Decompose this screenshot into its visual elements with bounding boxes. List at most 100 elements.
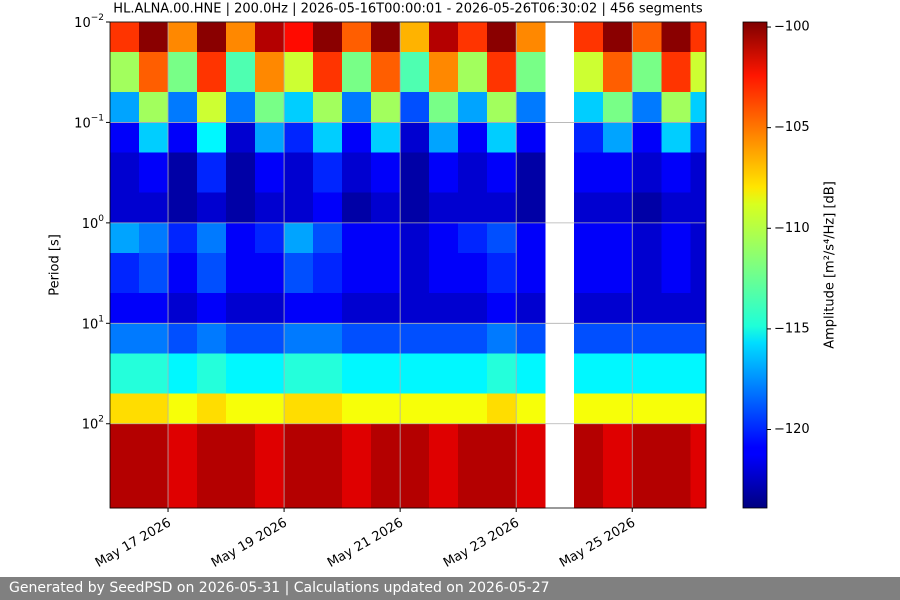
heatmap-cell	[574, 192, 604, 224]
heatmap-cell	[226, 152, 256, 194]
heatmap-cell	[661, 393, 691, 425]
heatmap-cell	[400, 353, 430, 394]
heatmap-cell	[429, 353, 459, 394]
heatmap-cell	[574, 92, 604, 123]
heatmap-cell	[516, 353, 546, 394]
heatmap-cell	[429, 192, 459, 224]
heatmap-cell	[110, 293, 140, 324]
heatmap-cell	[342, 222, 372, 254]
heatmap-cell	[661, 323, 691, 354]
heatmap-cell	[690, 192, 707, 224]
heatmap-cell	[632, 253, 662, 294]
heatmap-cell	[603, 222, 633, 254]
heatmap-cell	[110, 323, 140, 354]
heatmap-cell	[632, 293, 662, 324]
heatmap-cell	[690, 222, 707, 254]
heatmap-cell	[487, 393, 517, 425]
heatmap-cell	[400, 92, 430, 123]
y-tick-exponent: −1	[91, 113, 104, 123]
heatmap-cell	[313, 92, 343, 123]
x-tick-label: May 23 2026	[441, 516, 522, 571]
heatmap-cell	[516, 323, 546, 354]
heatmap-cell	[342, 353, 372, 394]
heatmap-cell	[168, 423, 198, 509]
heatmap-cell	[226, 222, 256, 254]
heatmap-cell	[139, 152, 169, 194]
heatmap-cell	[197, 222, 227, 254]
heatmap-cell	[197, 122, 227, 154]
heatmap-cell	[603, 323, 633, 354]
heatmap-cell	[400, 393, 430, 425]
heatmap-cell	[139, 293, 169, 324]
heatmap-cell	[429, 152, 459, 194]
heatmap-cell	[371, 92, 401, 123]
heatmap-cell	[197, 152, 227, 194]
heatmap-cell	[516, 152, 546, 194]
heatmap-cell	[168, 393, 198, 425]
heatmap-cell	[661, 222, 691, 254]
heatmap-cell	[284, 393, 314, 425]
heatmap-cell	[139, 353, 169, 394]
heatmap-cell	[284, 253, 314, 294]
heatmap-cell	[255, 393, 285, 425]
y-tick-base: 10	[82, 417, 99, 432]
heatmap-cell	[110, 353, 140, 394]
heatmap-cell	[574, 253, 604, 294]
heatmap-cell	[197, 293, 227, 324]
heatmap-cell	[603, 152, 633, 194]
heatmap-cell	[574, 423, 604, 509]
heatmap-cell	[458, 92, 488, 123]
heatmap-cell	[255, 253, 285, 294]
heatmap-cell	[487, 423, 517, 509]
heatmap-cell	[690, 22, 707, 53]
colorbar-tick-label: −110	[774, 221, 810, 236]
heatmap-cell	[255, 323, 285, 354]
heatmap-cell	[255, 152, 285, 194]
heatmap-cell	[458, 192, 488, 224]
heatmap-cell	[690, 92, 707, 123]
heatmap-cell	[632, 192, 662, 224]
heatmap-cell	[487, 253, 517, 294]
heatmap-cell	[429, 222, 459, 254]
heatmap-cell	[458, 353, 488, 394]
heatmap-cell	[197, 423, 227, 509]
heatmap-cell	[458, 293, 488, 324]
heatmap-cell	[690, 152, 707, 194]
heatmap-cell	[168, 92, 198, 123]
heatmap-cell	[458, 222, 488, 254]
y-tick-exponent: 0	[98, 213, 104, 223]
heatmap-cell	[226, 52, 256, 93]
heatmap-cell	[313, 293, 343, 324]
heatmap-cell	[342, 192, 372, 224]
colorbar-label: Amplitude [m²/s⁴/Hz] [dB]	[823, 181, 838, 349]
heatmap-cell	[429, 52, 459, 93]
heatmap-cell	[226, 393, 256, 425]
heatmap-cell	[690, 423, 707, 509]
y-tick-label: 10−2	[74, 13, 104, 31]
heatmap-cell	[400, 323, 430, 354]
heatmap-cell	[632, 152, 662, 194]
heatmap-cell	[313, 192, 343, 224]
heatmap-cell	[574, 52, 604, 93]
heatmap-cell	[400, 192, 430, 224]
heatmap-cell	[255, 222, 285, 254]
heatmap-cell	[110, 152, 140, 194]
heatmap-cell	[429, 122, 459, 154]
heatmap-cell	[226, 423, 256, 509]
heatmap-cell	[371, 353, 401, 394]
heatmap-cell	[284, 353, 314, 394]
heatmap-cell	[168, 293, 198, 324]
heatmap-cell	[110, 52, 140, 93]
heatmap-cell	[371, 393, 401, 425]
heatmap-cell	[255, 52, 285, 93]
heatmap-cell	[516, 122, 546, 154]
heatmap-cell	[284, 122, 314, 154]
heatmap-cell	[574, 222, 604, 254]
heatmap-cell	[168, 22, 198, 53]
heatmap-cell	[632, 222, 662, 254]
heatmap-cell	[400, 423, 430, 509]
heatmap-cell	[197, 192, 227, 224]
heatmap-cell	[661, 293, 691, 324]
heatmap-cell	[690, 52, 707, 93]
heatmap-cell	[313, 52, 343, 93]
